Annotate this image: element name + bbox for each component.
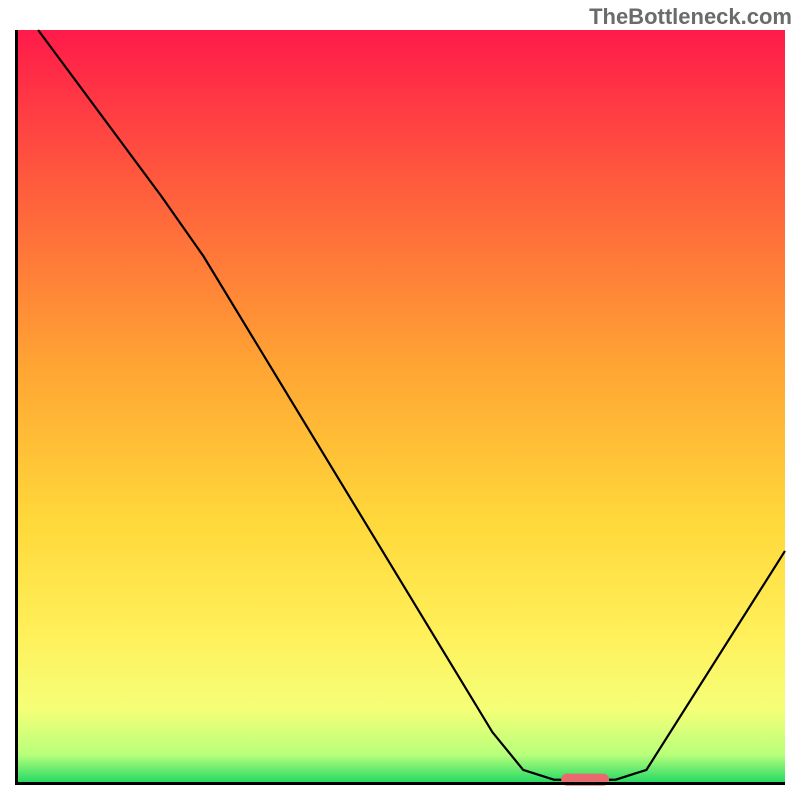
minimum-marker bbox=[561, 774, 609, 785]
plot-area bbox=[15, 30, 785, 785]
chart-container: TheBottleneck.com bbox=[0, 0, 800, 800]
watermark-text: TheBottleneck.com bbox=[589, 4, 792, 30]
chart-curve bbox=[15, 30, 785, 785]
